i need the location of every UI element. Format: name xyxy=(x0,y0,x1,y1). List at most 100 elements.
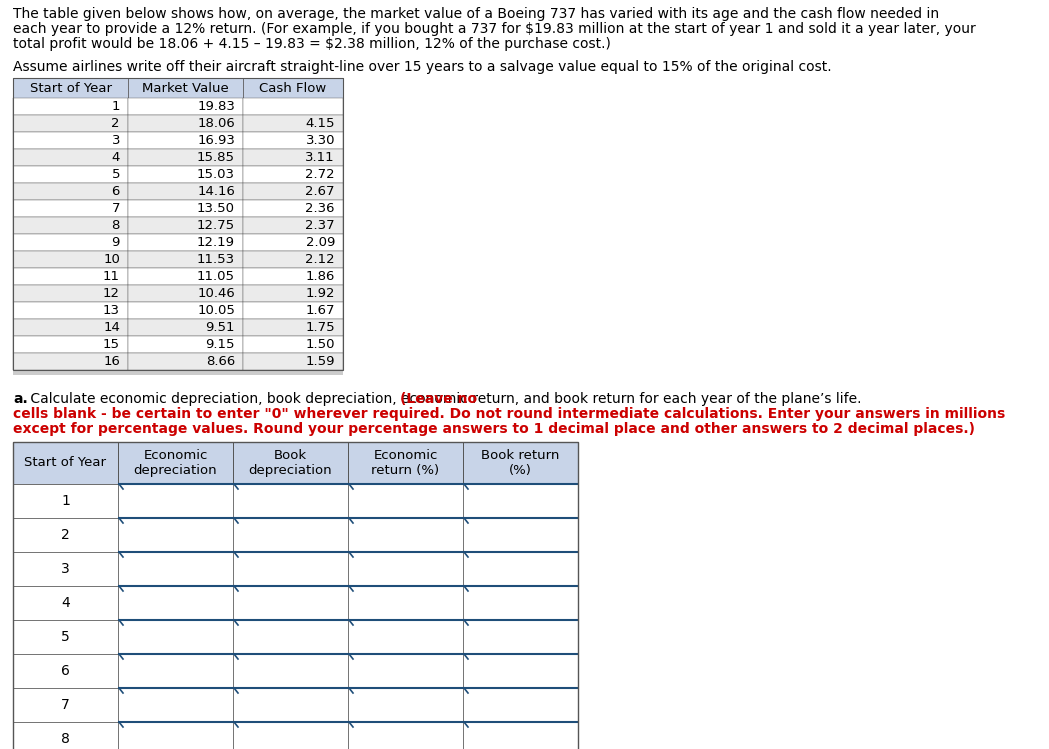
Bar xyxy=(348,552,463,586)
Bar xyxy=(243,336,343,353)
Bar xyxy=(233,654,348,688)
Bar xyxy=(13,722,117,749)
Bar xyxy=(13,336,128,353)
Text: 1.75: 1.75 xyxy=(305,321,335,334)
Text: 2.37: 2.37 xyxy=(305,219,335,232)
Text: Book
depreciation: Book depreciation xyxy=(249,449,333,477)
Bar xyxy=(243,183,343,200)
Text: 15.03: 15.03 xyxy=(197,168,235,181)
Bar xyxy=(348,518,463,552)
Bar xyxy=(117,688,233,722)
Bar xyxy=(13,183,128,200)
Text: Economic
return (%): Economic return (%) xyxy=(371,449,440,477)
Text: 1.86: 1.86 xyxy=(305,270,335,283)
Bar xyxy=(13,484,117,518)
Bar xyxy=(13,319,128,336)
Text: 10.46: 10.46 xyxy=(197,287,235,300)
Bar xyxy=(463,722,578,749)
Text: 14.16: 14.16 xyxy=(197,185,235,198)
Text: 3: 3 xyxy=(111,134,120,147)
Text: 1.50: 1.50 xyxy=(305,338,335,351)
Text: 9.51: 9.51 xyxy=(206,321,235,334)
Text: 12: 12 xyxy=(103,287,120,300)
Bar xyxy=(243,132,343,149)
Bar xyxy=(348,586,463,620)
Text: 6: 6 xyxy=(111,185,120,198)
Bar xyxy=(128,302,243,319)
Text: 6: 6 xyxy=(61,664,70,678)
Text: 1: 1 xyxy=(61,494,70,508)
Bar xyxy=(463,620,578,654)
Text: 15.85: 15.85 xyxy=(197,151,235,164)
Text: cells blank - be certain to enter "0" wherever required. Do not round intermedia: cells blank - be certain to enter "0" wh… xyxy=(13,407,1005,421)
Bar xyxy=(243,319,343,336)
Text: (Leave no: (Leave no xyxy=(401,392,477,406)
Bar xyxy=(13,166,128,183)
Text: 1.92: 1.92 xyxy=(305,287,335,300)
Text: 2.67: 2.67 xyxy=(305,185,335,198)
Text: 1.67: 1.67 xyxy=(305,304,335,317)
Bar xyxy=(233,688,348,722)
Text: 3: 3 xyxy=(61,562,70,576)
Text: 16: 16 xyxy=(103,355,120,368)
Bar xyxy=(243,234,343,251)
Bar xyxy=(13,518,117,552)
Bar xyxy=(243,353,343,370)
Bar xyxy=(243,115,343,132)
Bar xyxy=(13,586,117,620)
Bar xyxy=(117,722,233,749)
Bar xyxy=(348,620,463,654)
Bar xyxy=(128,268,243,285)
Bar xyxy=(117,442,233,484)
Bar xyxy=(233,586,348,620)
Text: 9.15: 9.15 xyxy=(206,338,235,351)
Text: 11.53: 11.53 xyxy=(197,253,235,266)
Text: Book return
(%): Book return (%) xyxy=(481,449,560,477)
Bar xyxy=(117,586,233,620)
Text: 8: 8 xyxy=(111,219,120,232)
Text: Calculate economic depreciation, book depreciation, economic return, and book re: Calculate economic depreciation, book de… xyxy=(26,392,865,406)
Text: 13.50: 13.50 xyxy=(197,202,235,215)
Text: Market Value: Market Value xyxy=(142,82,229,94)
Bar xyxy=(233,620,348,654)
Bar xyxy=(13,78,343,370)
Text: Assume airlines write off their aircraft straight-line over 15 years to a salvag: Assume airlines write off their aircraft… xyxy=(13,60,832,74)
Bar xyxy=(243,149,343,166)
Bar xyxy=(463,442,578,484)
Bar xyxy=(348,484,463,518)
Bar xyxy=(13,217,128,234)
Bar xyxy=(128,166,243,183)
Bar xyxy=(13,620,117,654)
Text: Economic
depreciation: Economic depreciation xyxy=(133,449,217,477)
Bar xyxy=(243,98,343,115)
Text: 2.36: 2.36 xyxy=(305,202,335,215)
Bar xyxy=(13,688,117,722)
Bar xyxy=(13,115,128,132)
Bar xyxy=(348,654,463,688)
Text: 18.06: 18.06 xyxy=(197,117,235,130)
Text: 16.93: 16.93 xyxy=(197,134,235,147)
Bar xyxy=(463,586,578,620)
Text: 1.59: 1.59 xyxy=(305,355,335,368)
Bar xyxy=(13,200,128,217)
Text: 4: 4 xyxy=(61,596,70,610)
Bar xyxy=(13,149,128,166)
Text: 13: 13 xyxy=(103,304,120,317)
Bar xyxy=(13,285,128,302)
Text: 9: 9 xyxy=(111,236,120,249)
Bar xyxy=(243,285,343,302)
Bar xyxy=(463,484,578,518)
Bar xyxy=(243,200,343,217)
Bar xyxy=(13,442,578,749)
Text: 15: 15 xyxy=(103,338,120,351)
Bar xyxy=(128,200,243,217)
Bar xyxy=(13,302,128,319)
Bar xyxy=(13,268,128,285)
Bar xyxy=(13,442,117,484)
Bar xyxy=(13,132,128,149)
Bar xyxy=(128,234,243,251)
Text: 3.11: 3.11 xyxy=(305,151,335,164)
Bar xyxy=(243,217,343,234)
Bar xyxy=(463,654,578,688)
Text: 8.66: 8.66 xyxy=(206,355,235,368)
